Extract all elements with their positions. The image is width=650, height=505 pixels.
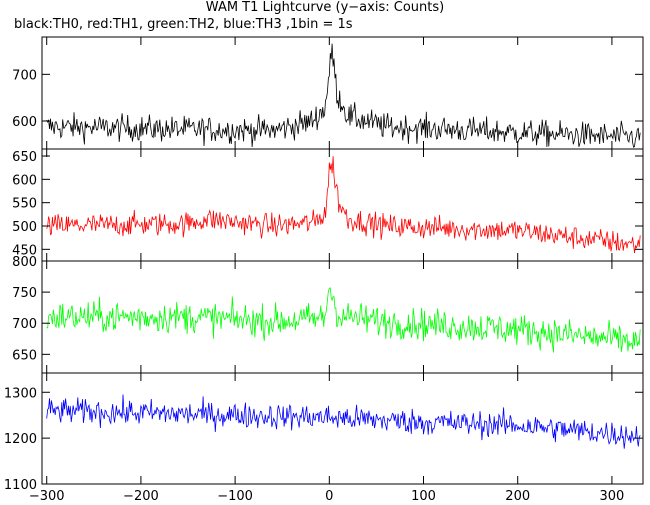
y-tick-label: 800 [12,255,37,270]
panel-frame-TH1 [41,148,644,262]
y-tick-label: 550 [12,197,37,212]
series-line-TH3 [46,394,641,449]
chart-legend-text: black:TH0, red:TH1, green:TH2, blue:TH3 … [14,17,353,32]
y-tick-label: 450 [12,243,37,258]
series-line-TH0 [46,43,641,148]
x-tick-label: 0 [325,489,333,504]
y-tick-label: 600 [12,115,37,130]
y-tick-label: 650 [12,348,37,363]
x-tick-label: −100 [217,489,253,504]
x-tick-label: 100 [411,489,436,504]
panel-frame-TH3 [41,372,644,485]
y-tick-label: 700 [12,317,37,332]
y-tick-label: 1100 [4,478,37,493]
y-tick-label: 500 [12,220,37,235]
y-tick-label: 650 [12,150,37,165]
x-tick-label: −300 [29,489,65,504]
y-tick-label: 600 [12,173,37,188]
y-tick-label: 1200 [4,432,37,447]
y-tick-label: 1300 [4,386,37,401]
x-tick-label: 300 [599,489,624,504]
y-tick-label: 750 [12,286,37,301]
x-tick-label: −200 [123,489,159,504]
x-tick-label: 200 [505,489,530,504]
series-line-TH1 [46,156,641,254]
y-tick-label: 700 [12,68,37,83]
series-line-TH2 [46,287,641,353]
chart-title: WAM T1 Lightcurve (y−axis: Counts) [205,0,445,15]
